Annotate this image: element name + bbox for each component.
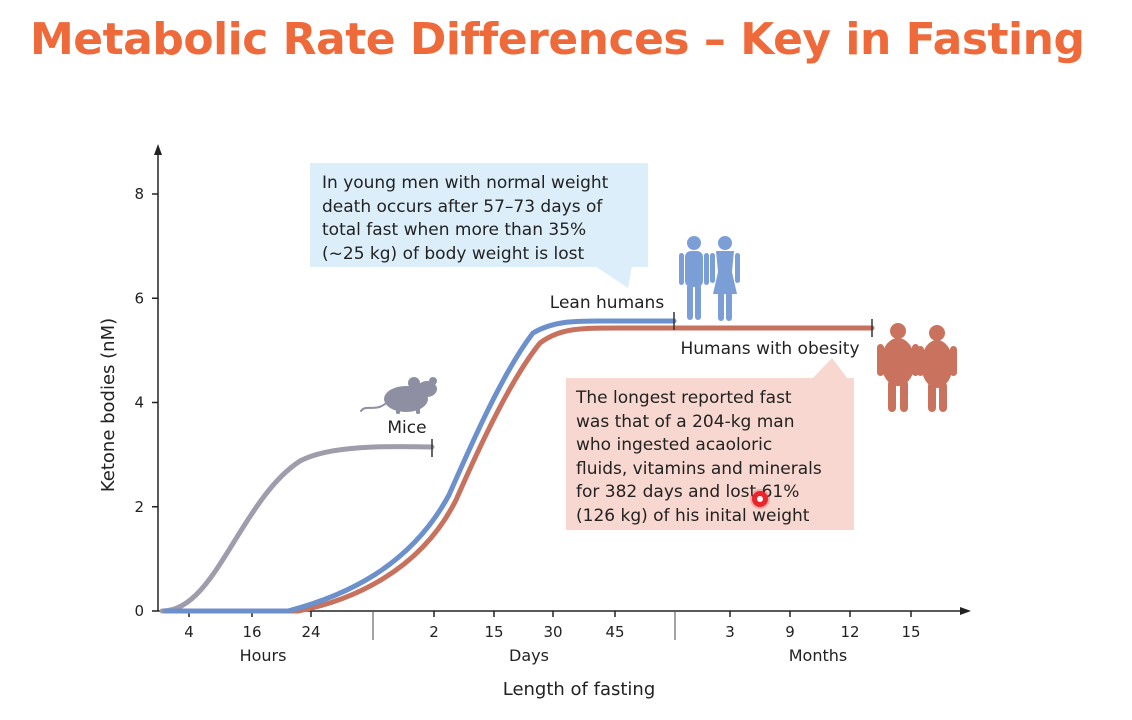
x-tick-label: 9 — [785, 623, 795, 641]
lean-humans-icon — [679, 236, 740, 321]
y-tick-label: 4 — [134, 394, 144, 412]
lean-callout-line: death occurs after 57–73 days of — [322, 196, 603, 217]
x-tick-label: 24 — [301, 623, 320, 641]
lean-callout-box — [310, 163, 648, 288]
x-tick-label: 12 — [840, 623, 859, 641]
obese-callout-line: who ingested acaoloric — [576, 435, 773, 455]
y-tick-label: 6 — [134, 289, 144, 307]
series-line-obese — [162, 325, 875, 614]
series-label-mice: Mice — [387, 418, 426, 438]
slide-title: Metabolic Rate Differences – Key in Fast… — [30, 14, 1085, 65]
y-axis — [154, 144, 162, 611]
cursor-indicator — [752, 491, 768, 507]
mouse-icon — [360, 377, 437, 414]
obese-callout-box — [566, 358, 854, 530]
x-tick-label: 16 — [242, 623, 261, 641]
x-tick-label: 45 — [605, 623, 624, 641]
y-axis-label: Ketone bodies (nM) — [98, 318, 119, 492]
obese-callout-text: The longest reported fast was that of a … — [576, 387, 822, 528]
obese-callout-line: was that of a 204-kg man — [576, 411, 795, 432]
obese-humans-icon — [877, 323, 957, 412]
lean-callout-line: (~25 kg) of body weight is lost — [322, 243, 585, 264]
obese-callout-line: fluids, vitamins and minerals — [576, 458, 822, 479]
x-unit-hours: Hours — [240, 646, 287, 665]
lean-callout-line: total fast when more than 35% — [322, 220, 587, 240]
x-tick-label: 3 — [725, 623, 735, 641]
obese-callout-line: The longest reported fast — [576, 388, 792, 408]
x-axis-label: Length of fasting — [503, 679, 656, 700]
x-unit-months: Months — [789, 646, 847, 665]
y-tick-label: 2 — [134, 498, 144, 516]
x-tick-label: 30 — [543, 623, 562, 641]
x-tick-label: 15 — [901, 623, 920, 641]
obese-callout-line: (126 kg) of his inital weight — [576, 505, 810, 526]
series-line-lean — [162, 318, 677, 614]
lean-callout-line: In young men with normal weight — [322, 173, 609, 193]
obese-callout-line: for 382 days and lost 61% — [576, 482, 800, 502]
lean-callout-text: In young men with normal weight death oc… — [322, 172, 608, 266]
x-tick-label: 2 — [429, 623, 439, 641]
x-unit-days: Days — [509, 646, 549, 665]
series-label-lean: Lean humans — [550, 293, 665, 313]
series-label-obese: Humans with obesity — [681, 339, 860, 359]
y-tick-label: 8 — [134, 185, 144, 203]
y-tick-label: 0 — [134, 602, 144, 620]
x-tick-label: 15 — [484, 623, 503, 641]
series-line-mice — [159, 444, 435, 614]
x-tick-label: 4 — [184, 623, 194, 641]
